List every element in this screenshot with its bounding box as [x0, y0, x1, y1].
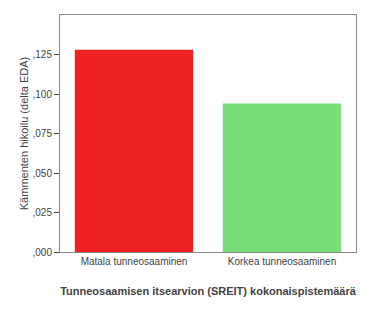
svg-text:Matala tunneosaaminen: Matala tunneosaaminen [81, 256, 188, 267]
svg-text:Korkea tunneosaaminen: Korkea tunneosaaminen [228, 256, 336, 267]
svg-text:Kämmenten hikoilu (delta EDA): Kämmenten hikoilu (delta EDA) [18, 57, 30, 210]
svg-text:Tunneosaamisen itsearvion (SRE: Tunneosaamisen itsearvion (SREIT) kokona… [60, 285, 357, 297]
svg-text:,100: ,100 [33, 89, 53, 100]
svg-text:,125: ,125 [33, 49, 53, 60]
svg-text:,075: ,075 [33, 128, 53, 139]
svg-text:,000: ,000 [33, 247, 53, 258]
svg-text:,050: ,050 [33, 168, 53, 179]
svg-text:,025: ,025 [33, 207, 53, 218]
